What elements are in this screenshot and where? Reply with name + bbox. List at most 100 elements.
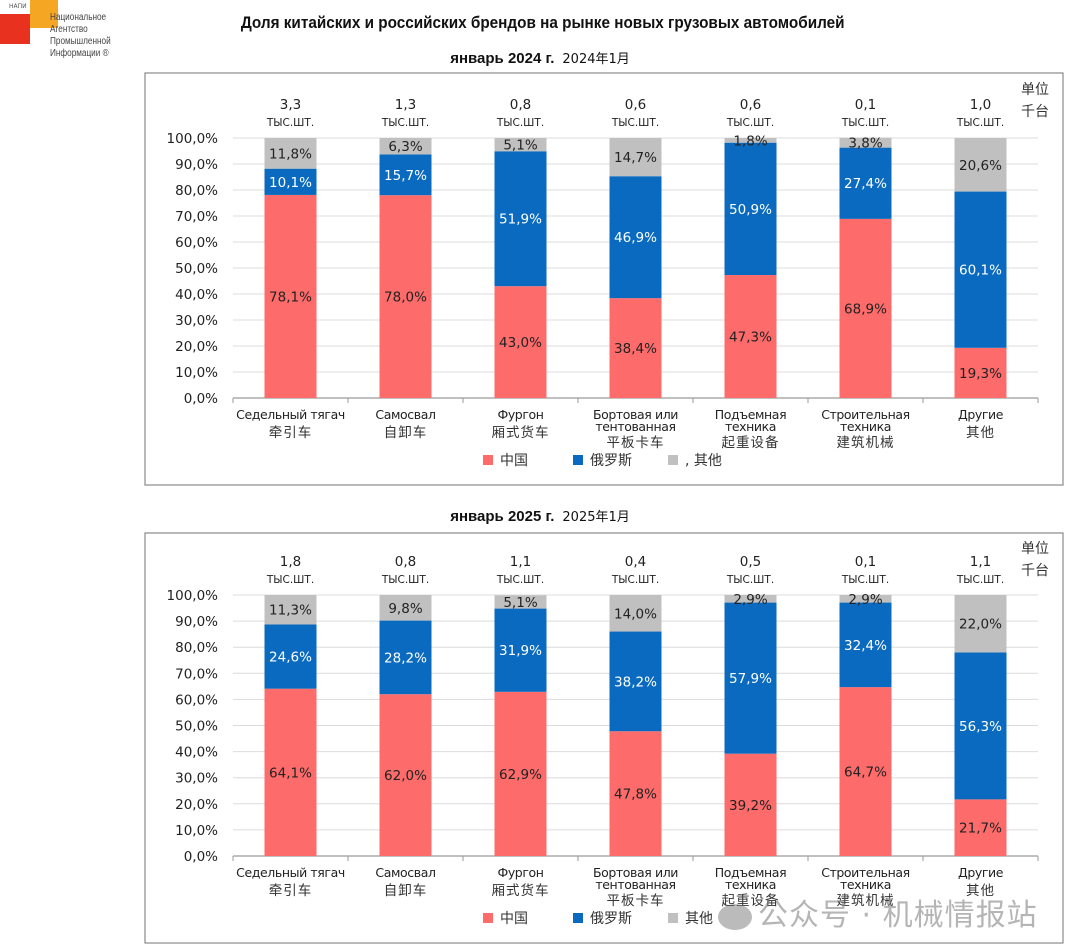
total-unit: ТЫС.ШТ. bbox=[496, 574, 544, 586]
bar-segment-russia bbox=[494, 151, 547, 287]
data-label: 38,2% bbox=[614, 674, 657, 690]
total-value: 1,8 bbox=[280, 554, 301, 570]
data-label: 28,2% bbox=[384, 650, 427, 666]
bar-segment-russia bbox=[954, 652, 1007, 800]
bar-segment-other bbox=[264, 595, 317, 625]
x-category-label-ru: Самосвал bbox=[375, 407, 435, 422]
watermark-text: 公众号 · 机械情报站 bbox=[758, 898, 1038, 933]
main-title: Доля китайских и российских брендов на р… bbox=[240, 13, 845, 32]
x-category-label-ru: Подъемная bbox=[715, 407, 786, 422]
x-category-label-cn: 自卸车 bbox=[384, 424, 428, 441]
data-label: 56,3% bbox=[959, 719, 1002, 735]
bar-group: 78,0% 15,7% 6,3% 1,3 ТЫС.ШТ. bbox=[379, 97, 432, 398]
legend-label: 其他 bbox=[685, 911, 713, 927]
x-category-label-cn: 牵引车 bbox=[269, 424, 313, 441]
x-category-label-ru: Бортовая или bbox=[593, 407, 678, 422]
data-label: 21,7% bbox=[959, 821, 1002, 837]
chart-1-title-cn: 2024年1月 bbox=[562, 52, 630, 67]
x-category-label-cn: 厢式货车 bbox=[492, 424, 550, 441]
bar-group: 21,7% 56,3% 22,0% 1,1 ТЫС.ШТ. bbox=[954, 554, 1007, 856]
bar-segment-russia bbox=[609, 631, 662, 732]
legend-swatch bbox=[573, 913, 583, 923]
data-label: 5,1% bbox=[503, 595, 537, 611]
x-category-label-ru: Бортовая или bbox=[593, 865, 678, 880]
bar-group: 47,8% 38,2% 14,0% 0,4 ТЫС.ШТ. bbox=[609, 554, 662, 856]
data-label: 24,6% bbox=[269, 650, 312, 666]
data-label: 14,0% bbox=[614, 606, 657, 622]
total-value: 0,1 bbox=[855, 97, 876, 113]
total-unit: ТЫС.ШТ. bbox=[726, 574, 774, 586]
bar-group: 64,1% 24,6% 11,3% 1,8 ТЫС.ШТ. bbox=[264, 554, 317, 856]
total-value: 3,3 bbox=[280, 97, 301, 113]
data-label: 78,0% bbox=[384, 290, 427, 306]
total-value: 1,0 bbox=[970, 97, 991, 113]
data-label: 51,9% bbox=[499, 212, 542, 228]
chart-1-subtitle: январь 2024 г. 2024年1月 bbox=[0, 48, 1080, 67]
data-label: 15,7% bbox=[384, 168, 427, 184]
total-value: 1,1 bbox=[510, 554, 531, 570]
bar-segment-other bbox=[494, 138, 547, 152]
total-unit: ТЫС.ШТ. bbox=[381, 117, 429, 129]
y-tick-label: 40,0% bbox=[175, 287, 218, 303]
x-category-label-ru: техника bbox=[725, 419, 776, 434]
bar-segment-china bbox=[839, 218, 892, 398]
bar-segment-other bbox=[839, 595, 892, 603]
bar-segment-other bbox=[379, 595, 432, 621]
bar-segment-china bbox=[609, 731, 662, 856]
unit-label: 单位 bbox=[1021, 541, 1049, 557]
bar-segment-china bbox=[609, 298, 662, 398]
data-label: 3,8% bbox=[848, 136, 882, 152]
bar-segment-russia bbox=[264, 624, 317, 689]
logo-text: Национальное Агентство Промышленной Инфо… bbox=[50, 12, 111, 60]
data-label: 9,8% bbox=[388, 601, 422, 617]
bar-segment-other bbox=[379, 138, 432, 155]
bar-segment-other bbox=[494, 595, 547, 609]
total-unit: ТЫС.ШТ. bbox=[611, 574, 659, 586]
total-unit: ТЫС.ШТ. bbox=[266, 574, 314, 586]
y-tick-label: 90,0% bbox=[175, 614, 218, 630]
x-category-label-ru: Другие bbox=[958, 407, 1004, 422]
bar-segment-russia bbox=[724, 142, 777, 276]
x-category-label-cn: 其他 bbox=[966, 425, 995, 441]
bar-segment-other bbox=[609, 138, 662, 177]
total-value: 0,1 bbox=[855, 554, 876, 570]
logo-line: Агентство bbox=[50, 24, 88, 35]
bar-segment-russia bbox=[494, 608, 547, 692]
bar-segment-china bbox=[494, 691, 547, 856]
bar-group: 62,0% 28,2% 9,8% 0,8 ТЫС.ШТ. bbox=[379, 554, 432, 856]
total-value: 0,6 bbox=[625, 97, 646, 113]
total-value: 0,4 bbox=[625, 554, 646, 570]
bar-group: 38,4% 46,9% 14,7% 0,6 ТЫС.ШТ. bbox=[609, 97, 662, 398]
data-label: 32,4% bbox=[844, 638, 887, 654]
bar-segment-china bbox=[724, 753, 777, 856]
data-label: 11,3% bbox=[269, 603, 312, 619]
bar-group: 39,2% 57,9% 2,9% 0,5 ТЫС.ШТ. bbox=[724, 554, 777, 856]
chart-2-title-cn: 2025年1月 bbox=[562, 510, 630, 525]
data-label: 2,9% bbox=[848, 592, 882, 608]
x-category-label-ru: тентованная bbox=[595, 419, 675, 434]
data-label: 68,9% bbox=[844, 301, 887, 317]
y-tick-label: 80,0% bbox=[175, 640, 218, 656]
bar-segment-russia bbox=[839, 147, 892, 219]
y-tick-label: 0,0% bbox=[184, 849, 218, 865]
x-category-label-ru: техника bbox=[840, 419, 891, 434]
bar-group: 64,7% 32,4% 2,9% 0,1 ТЫС.ШТ. bbox=[839, 554, 892, 856]
data-label: 62,9% bbox=[499, 767, 542, 783]
data-label: 62,0% bbox=[384, 768, 427, 784]
chart-2-subtitle: январь 2025 г. 2025年1月 bbox=[0, 506, 1080, 525]
x-category-label-cn: 平板卡车 bbox=[607, 892, 665, 909]
y-tick-label: 40,0% bbox=[175, 745, 218, 761]
legend-item-china: 中国 bbox=[483, 453, 528, 469]
x-category-label-ru: Седельный тягач bbox=[236, 407, 345, 422]
wechat-icon bbox=[718, 903, 752, 930]
total-unit: ТЫС.ШТ. bbox=[266, 117, 314, 129]
chart-1-title: январь 2024 г. bbox=[450, 50, 555, 67]
unit-label: 千台 bbox=[1021, 563, 1049, 579]
data-label: 5,1% bbox=[503, 138, 537, 154]
bar-segment-russia bbox=[724, 602, 777, 754]
bar-segment-china bbox=[494, 286, 547, 398]
x-category-label-ru: Фургон bbox=[497, 407, 543, 422]
x-category-label-cn: 建筑机械 bbox=[837, 893, 895, 909]
bar-segment-russia bbox=[264, 168, 317, 195]
x-category-label-ru: Строительная bbox=[821, 865, 910, 880]
